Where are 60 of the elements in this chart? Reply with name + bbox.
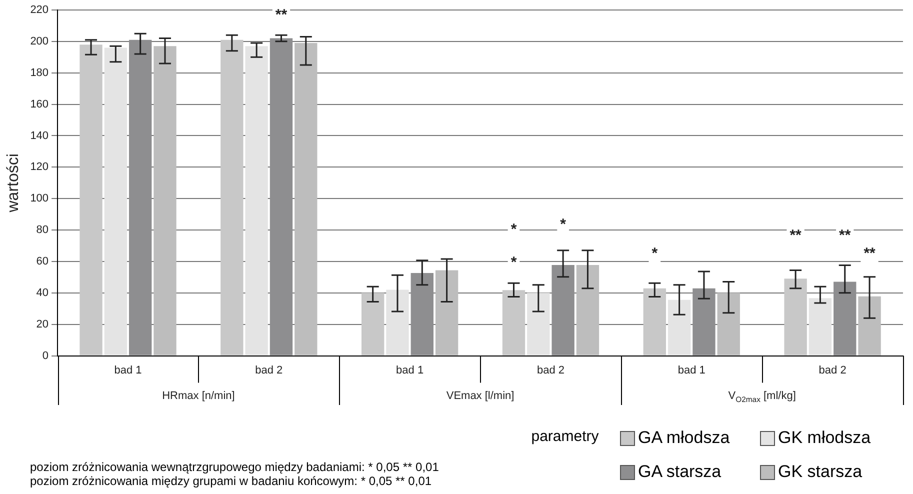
x-tick-label: bad 2 xyxy=(818,364,846,376)
bar xyxy=(435,270,458,356)
bar xyxy=(552,264,574,356)
y-tick-label: 0 xyxy=(42,350,49,362)
y-tick-label: 60 xyxy=(36,256,49,268)
bar xyxy=(128,40,152,356)
annotation: ** xyxy=(864,245,876,262)
y-axis-title: wartości xyxy=(5,154,22,214)
text: poziom zróżnicowania między grupami w badaniu końcowym: * 0,05 ** 0,01 xyxy=(30,474,432,488)
annotation: ** xyxy=(839,227,851,244)
x-tick-label: bad 1 xyxy=(678,364,706,376)
bar xyxy=(808,298,832,356)
bar xyxy=(834,282,856,356)
bar xyxy=(80,44,102,356)
bar xyxy=(643,288,666,356)
bar xyxy=(576,264,600,356)
bar xyxy=(527,292,550,356)
y-tick-label: 120 xyxy=(30,161,49,174)
bar xyxy=(410,272,434,356)
text: HRmax [n/min] xyxy=(162,390,235,402)
x-tick-label: bad 1 xyxy=(396,364,424,376)
legend-label: GK młodsza xyxy=(778,428,871,448)
y-tick-label: 140 xyxy=(30,130,49,142)
annotation: * xyxy=(652,245,658,262)
y-tick-label: 200 xyxy=(30,35,49,48)
bar xyxy=(692,288,716,356)
bar xyxy=(502,290,526,356)
bar xyxy=(386,290,409,356)
annotation: ** xyxy=(275,6,288,24)
y-tick-label: 80 xyxy=(36,224,49,236)
bar xyxy=(270,38,293,356)
bar xyxy=(104,48,128,356)
y-tick-label: 160 xyxy=(30,98,49,110)
legend-label: GA młodsza xyxy=(638,428,730,448)
text: VEmax [l/min] xyxy=(446,390,514,402)
annotation: * xyxy=(560,216,566,233)
annotation: ** xyxy=(790,227,802,244)
bar xyxy=(858,296,881,356)
bar xyxy=(220,40,244,356)
y-tick-label: 20 xyxy=(36,318,49,330)
bar xyxy=(245,46,268,356)
y-tick-label: 100 xyxy=(30,192,49,205)
bar xyxy=(717,292,740,356)
annotation: * xyxy=(510,254,517,271)
bar xyxy=(668,300,691,356)
bar xyxy=(361,292,384,356)
x-tick-label: bad 1 xyxy=(114,364,142,376)
x-tick-label: bad 2 xyxy=(536,364,564,376)
text: poziom zróżnicowania wewnątrzgrupowego między badaniami: * 0,05 ** 0,01 xyxy=(30,460,439,474)
x-tick-label: bad 2 xyxy=(255,364,283,376)
bar xyxy=(154,46,176,356)
y-tick-label: 40 xyxy=(36,286,49,299)
legend-label: GK starsza xyxy=(778,462,862,482)
legend-label: GA starsza xyxy=(638,462,722,482)
annotation: * xyxy=(510,220,517,238)
x-axis-title: parametry xyxy=(530,428,600,445)
y-tick-label: 180 xyxy=(30,66,49,79)
bar xyxy=(294,43,318,356)
bar xyxy=(784,278,807,356)
y-tick-label: 220 xyxy=(30,4,49,16)
